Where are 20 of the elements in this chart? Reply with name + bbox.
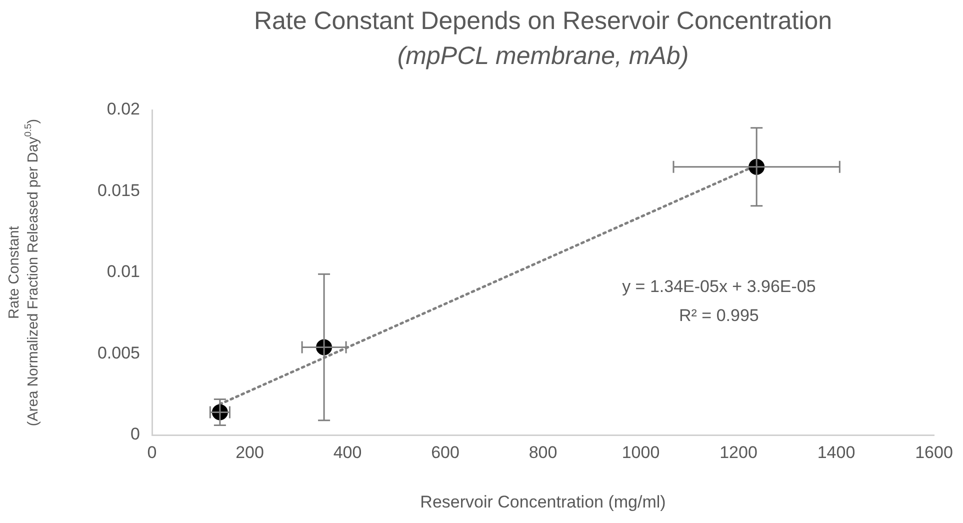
- annotation: R² = 0.995: [679, 306, 759, 325]
- y-axis-title: Rate Constant (Area Normalized Fraction Released per Day0.5): [6, 118, 42, 426]
- x-axis-title: Reservoir Concentration (mg/ml): [420, 492, 666, 512]
- x-tick-label: 1600: [915, 442, 953, 462]
- chart-title: Rate Constant Depends on Reservoir Concentration: [254, 6, 832, 35]
- x-tick-label: 200: [236, 442, 264, 462]
- y-tick-label: 0.01: [106, 262, 140, 282]
- x-tick-label: 600: [431, 442, 460, 462]
- annotation: y = 1.34E-05x + 3.96E-05: [622, 276, 816, 296]
- x-tick-label: 0: [147, 442, 157, 462]
- y-tick-label: 0.005: [97, 343, 140, 362]
- x-tick-label: 1000: [622, 442, 660, 462]
- y-tick-label: 0.015: [97, 180, 140, 200]
- y-tick-label: 0.02: [106, 100, 140, 119]
- chart-subtitle: (mpPCL membrane, mAb): [397, 42, 689, 70]
- x-tick-label: 800: [528, 442, 558, 462]
- x-tick-label: 400: [333, 442, 362, 462]
- y-tick-label: 0: [130, 424, 140, 444]
- x-tick-label: 1400: [817, 442, 856, 462]
- x-tick-label: 1200: [720, 442, 758, 462]
